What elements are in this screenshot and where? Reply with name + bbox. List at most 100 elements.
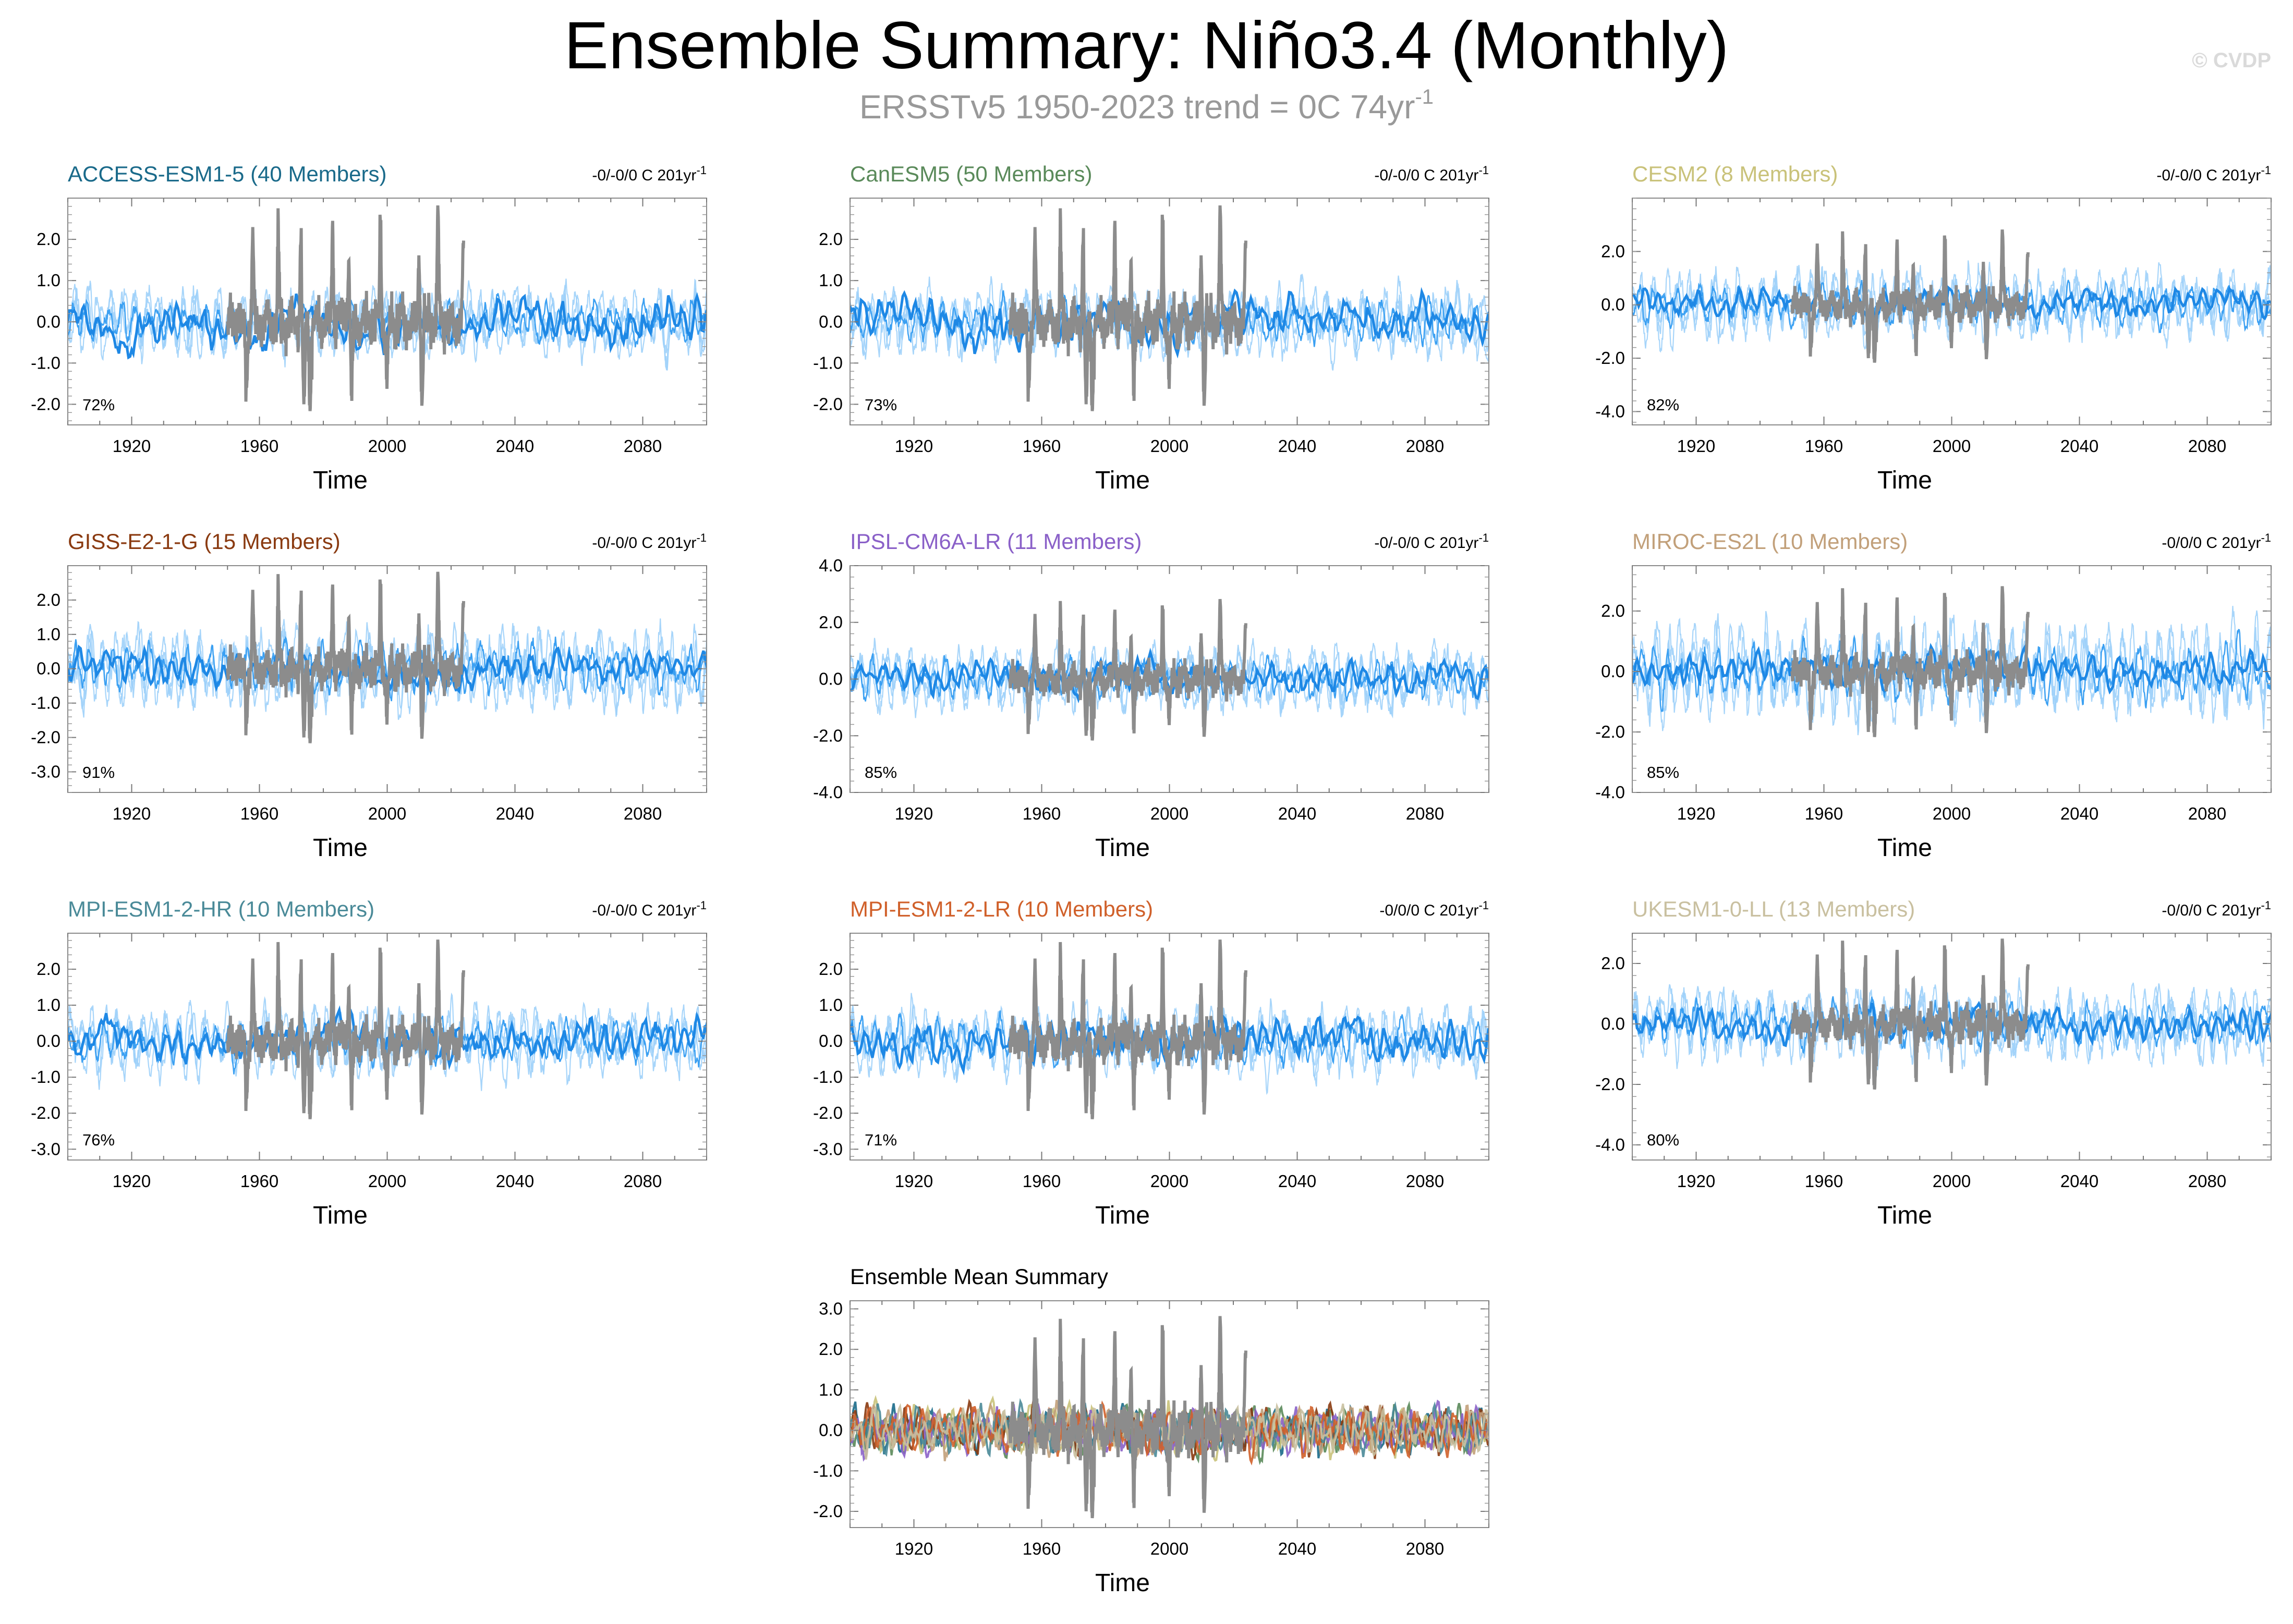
percent-label: 85%	[1647, 763, 1679, 782]
y-tick-label: 0.0	[1601, 662, 1625, 681]
panel-8: MPI-ESM1-2-LR (10 Members) -0/0/0 C 201yr…	[813, 897, 1489, 1229]
y-tick-label: 0.0	[37, 1031, 60, 1051]
panel-trend-superscript: -1	[1478, 164, 1489, 177]
ensemble-mean-line	[850, 287, 1489, 359]
y-tick-label: 0.0	[37, 659, 60, 678]
x-tick-label: 2040	[496, 804, 534, 823]
y-tick-label: 0.0	[1601, 1014, 1625, 1033]
ensemble-mean-line	[68, 1005, 707, 1070]
x-tick-label: 2040	[2060, 1171, 2098, 1191]
plot-area	[1632, 938, 2271, 1090]
x-tick-label: 1920	[895, 1539, 933, 1558]
percent-label: 73%	[865, 396, 897, 414]
panel-title: CanESM5 (50 Members)	[850, 162, 1092, 186]
x-tick-label: 1960	[1023, 436, 1061, 456]
x-tick-label: 1920	[113, 1171, 151, 1191]
panel-title: MPI-ESM1-2-LR (10 Members)	[850, 897, 1153, 921]
percent-label: 80%	[1647, 1131, 1679, 1149]
y-tick-label: -1.0	[31, 1067, 60, 1086]
percent-label: 82%	[1647, 396, 1679, 414]
x-tick-label: 2080	[1406, 1171, 1444, 1191]
y-tick-label: 2.0	[1601, 241, 1625, 261]
y-tick-label: 2.0	[37, 959, 60, 979]
x-tick-label: 2080	[624, 1171, 662, 1191]
y-tick-label: 0.0	[819, 669, 843, 689]
x-axis-label: Time	[313, 1202, 368, 1229]
x-tick-label: 2000	[1150, 1171, 1188, 1191]
y-tick-label: -1.0	[31, 693, 60, 713]
x-tick-label: 2080	[1406, 1539, 1444, 1558]
y-tick-label: 1.0	[819, 271, 843, 290]
model-mean-line	[850, 1402, 1489, 1460]
observations-line	[226, 205, 465, 411]
y-tick-label: -3.0	[813, 1139, 843, 1158]
x-tick-label: 2000	[368, 436, 406, 456]
panel-title: Ensemble Mean Summary	[850, 1264, 1108, 1289]
plot-area	[850, 599, 1489, 741]
member-line	[1632, 606, 2271, 730]
observations-line	[1790, 938, 2030, 1090]
y-tick-label: 0.0	[1601, 295, 1625, 314]
panel-trend-value: -0/-0/0 C 201yr	[1374, 167, 1478, 184]
panel-trend: -0/-0/0 C 201yr-1	[592, 164, 707, 184]
y-tick-label: 0.0	[819, 1421, 843, 1440]
panel-trend-superscript: -1	[2261, 164, 2271, 177]
plot-area	[68, 205, 707, 411]
percent-label: 85%	[865, 763, 897, 782]
x-axis-label: Time	[313, 834, 368, 862]
panel-trend: -0/0/0 C 201yr-1	[2162, 899, 2271, 919]
observations-line	[1008, 1316, 1247, 1519]
panel-3: CESM2 (8 Members) -0/-0/0 C 201yr-1 1920 19…	[1595, 162, 2272, 494]
plot-area	[1632, 586, 2271, 737]
x-tick-label: 1960	[240, 436, 278, 456]
percent-label: 71%	[865, 1131, 897, 1149]
panel-trend: -0/-0/0 C 201yr-1	[592, 899, 707, 919]
panel-6: MIROC-ES2L (10 Members) -0/0/0 C 201yr-1 1…	[1595, 529, 2272, 862]
ensemble-mean-line	[1632, 642, 2271, 695]
panel-trend-superscript: -1	[2261, 899, 2271, 912]
x-tick-label: 2000	[368, 804, 406, 823]
x-tick-label: 1960	[1805, 804, 1843, 823]
observations-line	[226, 571, 465, 743]
observations-line	[1008, 599, 1247, 741]
y-tick-label: -4.0	[1595, 1135, 1625, 1154]
observations-line	[1790, 229, 2030, 363]
subtitle-text: ERSSTv5 1950-2023 trend = 0C 74yr	[859, 88, 1415, 126]
panel-trend-superscript: -1	[2261, 531, 2271, 544]
panel-title: GISS-E2-1-G (15 Members)	[68, 529, 341, 554]
panel-1: ACCESS-ESM1-5 (40 Members) -0/-0/0 C 201y…	[31, 162, 707, 494]
x-tick-label: 2080	[1406, 436, 1444, 456]
y-tick-label: -1.0	[813, 353, 843, 372]
y-tick-label: 1.0	[819, 995, 843, 1015]
y-tick-label: -2.0	[813, 726, 843, 745]
y-tick-label: -4.0	[813, 783, 843, 802]
panel-trend: -0/0/0 C 201yr-1	[2162, 531, 2271, 552]
panel-trend-value: -0/0/0 C 201yr	[1379, 902, 1478, 919]
y-tick-label: -4.0	[1595, 783, 1625, 802]
x-tick-label: 1960	[1023, 1171, 1061, 1191]
panel-10: Ensemble Mean Summary 1920 1960 2000 2040 208…	[813, 1264, 1489, 1597]
panel-trend: -0/0/0 C 201yr-1	[1379, 899, 1489, 919]
panel-trend-superscript: -1	[1478, 899, 1489, 912]
x-tick-label: 2080	[624, 804, 662, 823]
x-tick-label: 1960	[1023, 1539, 1061, 1558]
y-tick-label: 2.0	[37, 590, 60, 609]
y-tick-label: -2.0	[813, 394, 843, 413]
panel-title: MPI-ESM1-2-HR (10 Members)	[68, 897, 374, 921]
y-tick-label: 2.0	[819, 959, 843, 979]
x-tick-label: 2040	[1278, 1171, 1316, 1191]
panel-title: CESM2 (8 Members)	[1632, 162, 1838, 186]
y-tick-label: 1.0	[37, 625, 60, 644]
y-tick-label: -2.0	[813, 1103, 843, 1122]
x-axis-label: Time	[1877, 834, 1932, 862]
y-tick-label: 2.0	[37, 229, 60, 249]
x-tick-label: 2080	[2188, 804, 2226, 823]
x-tick-label: 2040	[1278, 804, 1316, 823]
panel-trend: -0/-0/0 C 201yr-1	[592, 531, 707, 552]
y-tick-label: 3.0	[819, 1299, 843, 1318]
x-tick-label: 2080	[624, 436, 662, 456]
panel-title: ACCESS-ESM1-5 (40 Members)	[68, 162, 386, 186]
x-tick-label: 2080	[2188, 436, 2226, 456]
observations-line	[1008, 939, 1247, 1119]
panel-trend-value: -0/-0/0 C 201yr	[2156, 167, 2261, 184]
